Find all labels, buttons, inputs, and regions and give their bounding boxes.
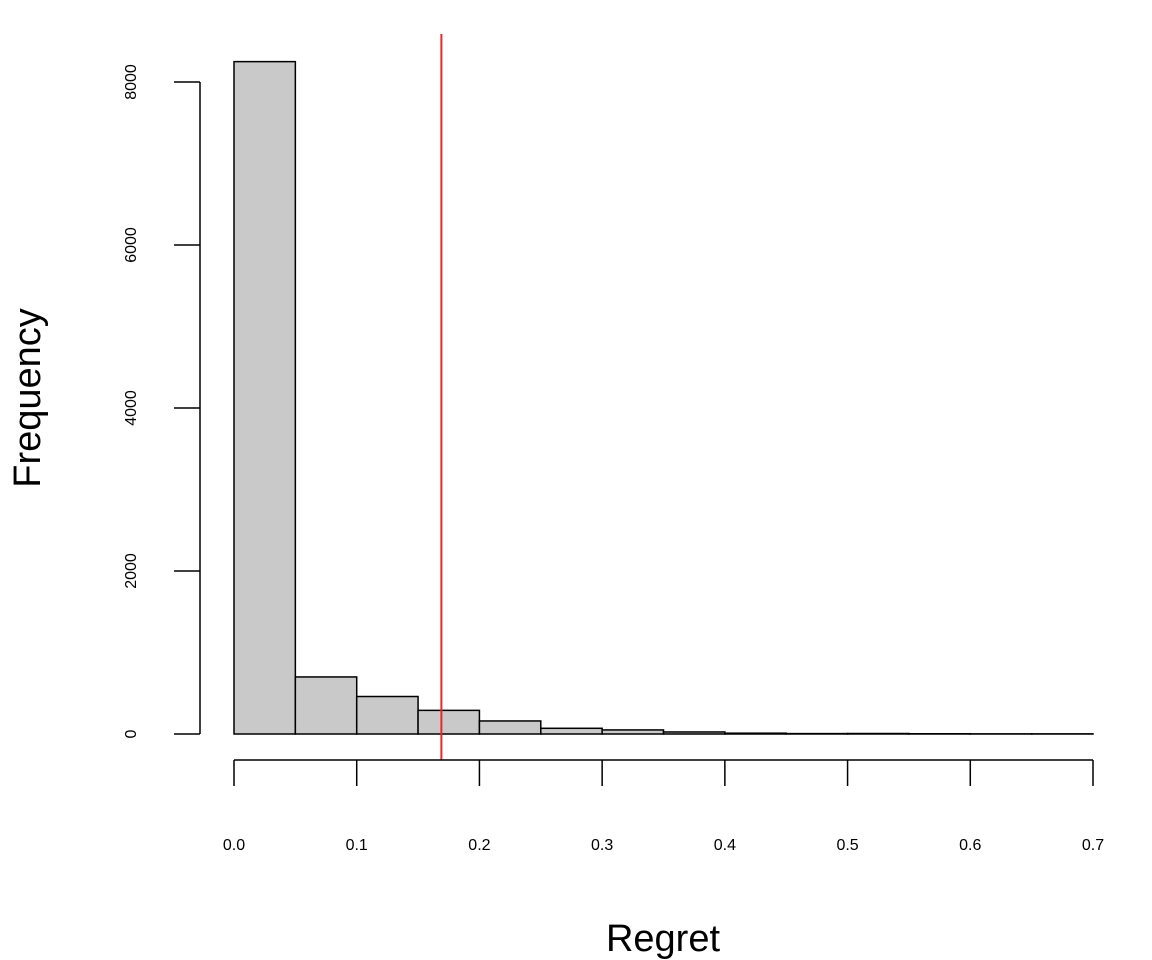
y-tick-label: 4000 (123, 390, 140, 426)
x-tick-label: 0.1 (346, 837, 368, 854)
y-tick-label: 8000 (123, 64, 140, 100)
y-tick-label: 6000 (123, 227, 140, 263)
y-tick-label: 0 (123, 729, 140, 738)
bars-group (233, 60, 1094, 735)
x-tick-label: 0.5 (836, 837, 858, 854)
x-tick-label: 0.3 (591, 837, 613, 854)
y-tick-label: 2000 (123, 553, 140, 589)
histogram-bar (355, 695, 419, 735)
x-tick-label: 0.6 (959, 837, 981, 854)
y-axis: 0 2000 4000 6000 8000 (123, 64, 201, 738)
histogram-bar (294, 676, 358, 735)
histogram-bar (662, 731, 726, 735)
histogram-bar (724, 732, 787, 735)
histogram-bar (478, 720, 542, 735)
histogram-bar (233, 60, 297, 735)
x-tick-label: 0.0 (223, 837, 245, 854)
histogram-bar (601, 729, 665, 735)
histogram-bar (417, 709, 481, 735)
x-tick-label: 0.2 (468, 837, 490, 854)
x-axis: 0.0 0.1 0.2 0.3 0.4 0.5 0.6 0.7 (223, 759, 1104, 854)
x-axis-title: Regret (606, 918, 720, 960)
x-tick-label: 0.4 (714, 837, 736, 854)
y-axis-title: Frequency (7, 308, 49, 488)
histogram-bar (540, 727, 603, 735)
x-tick-label: 0.7 (1082, 837, 1104, 854)
